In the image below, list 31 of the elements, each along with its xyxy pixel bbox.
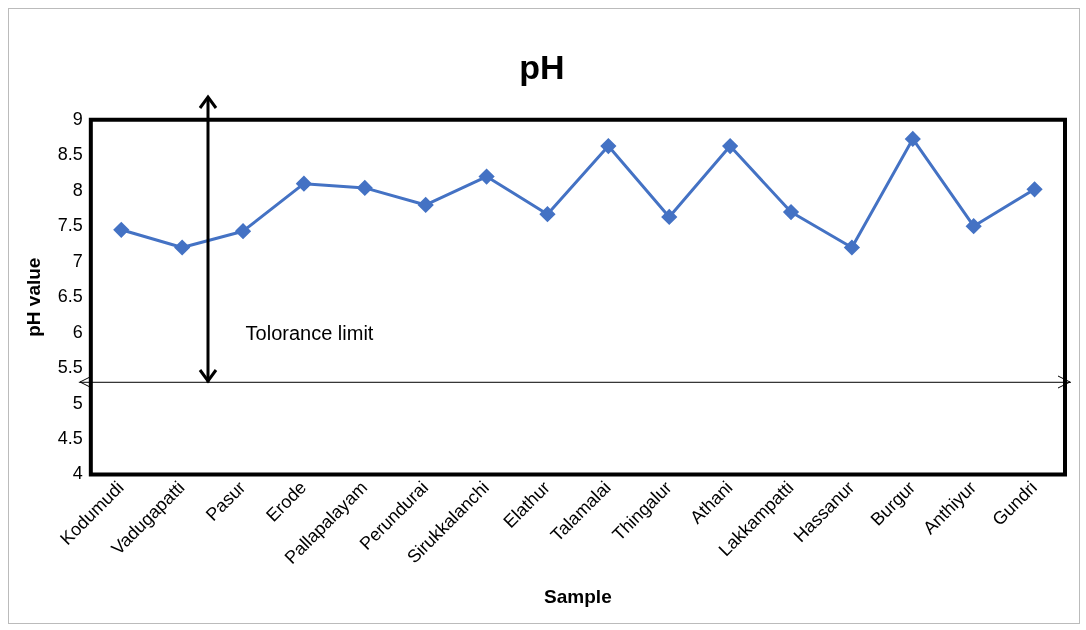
point xyxy=(418,197,434,213)
point xyxy=(357,180,373,196)
point xyxy=(174,240,190,255)
point xyxy=(661,209,677,225)
point xyxy=(296,176,312,192)
y-tick-label: 5 xyxy=(72,392,83,413)
y-tick-label: 6 xyxy=(72,321,83,342)
point xyxy=(966,218,982,234)
point xyxy=(905,131,921,147)
ref-line-label: Tolorance limit xyxy=(245,321,374,344)
y-tick-label: 5.5 xyxy=(57,357,83,378)
point xyxy=(722,138,738,154)
point xyxy=(1027,181,1043,197)
point xyxy=(235,223,251,239)
point xyxy=(113,222,129,238)
point xyxy=(539,206,555,222)
point xyxy=(600,138,616,154)
point xyxy=(479,169,495,185)
x-axis-title: Sample xyxy=(544,585,612,607)
y-tick-label: 7.5 xyxy=(57,215,83,236)
y-axis-title: pH value xyxy=(22,257,44,337)
point xyxy=(783,204,799,220)
y-tick-label: 8 xyxy=(72,179,83,200)
y-tick-label: 6.5 xyxy=(57,286,83,307)
y-tick-label: 9 xyxy=(72,108,83,129)
y-tick-label: 4 xyxy=(72,463,83,484)
y-tick-label: 8.5 xyxy=(57,144,83,165)
point xyxy=(844,240,860,255)
y-tick-label: 4.5 xyxy=(57,428,83,449)
y-tick-label: 7 xyxy=(72,250,83,271)
chart-title: pH xyxy=(519,47,565,86)
